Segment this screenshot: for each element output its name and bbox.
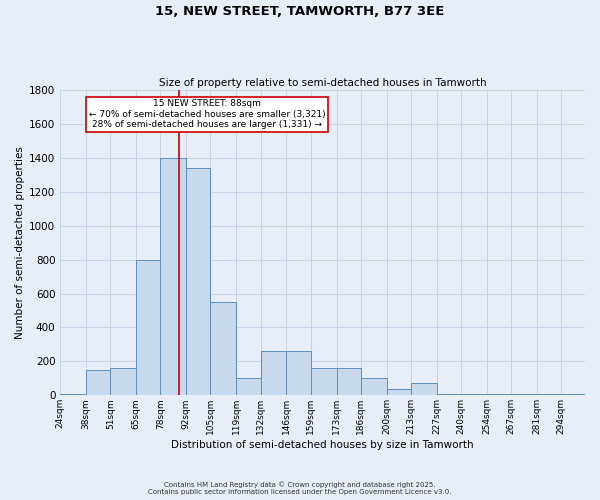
Bar (260, 351, 286, 396)
Bar (60, 394, 86, 396)
Bar (511, 394, 537, 396)
Title: Size of property relative to semi-detached houses in Tamworth: Size of property relative to semi-detach… (159, 78, 487, 88)
Bar (461, 394, 487, 396)
Y-axis label: Number of semi-detached properties: Number of semi-detached properties (15, 146, 25, 339)
Text: 15 NEW STREET: 88sqm
← 70% of semi-detached houses are smaller (3,321)
28% of se: 15 NEW STREET: 88sqm ← 70% of semi-detac… (89, 100, 326, 129)
Text: Contains HM Land Registry data © Crown copyright and database right 2025.
Contai: Contains HM Land Registry data © Crown c… (148, 482, 452, 495)
Bar (337, 368, 361, 396)
Bar (361, 378, 386, 396)
Bar (487, 394, 511, 396)
Bar (386, 388, 411, 396)
Bar (311, 368, 337, 396)
Bar (136, 260, 160, 396)
Bar (411, 384, 437, 396)
Bar (187, 168, 211, 396)
Bar (86, 370, 110, 396)
Bar (561, 394, 585, 396)
Bar (437, 394, 461, 396)
Bar (110, 368, 136, 396)
Bar (160, 158, 187, 396)
Bar (286, 351, 311, 396)
Bar (211, 302, 236, 396)
Bar (537, 394, 561, 396)
Text: 15, NEW STREET, TAMWORTH, B77 3EE: 15, NEW STREET, TAMWORTH, B77 3EE (155, 5, 445, 18)
Bar (236, 378, 260, 396)
X-axis label: Distribution of semi-detached houses by size in Tamworth: Distribution of semi-detached houses by … (172, 440, 474, 450)
